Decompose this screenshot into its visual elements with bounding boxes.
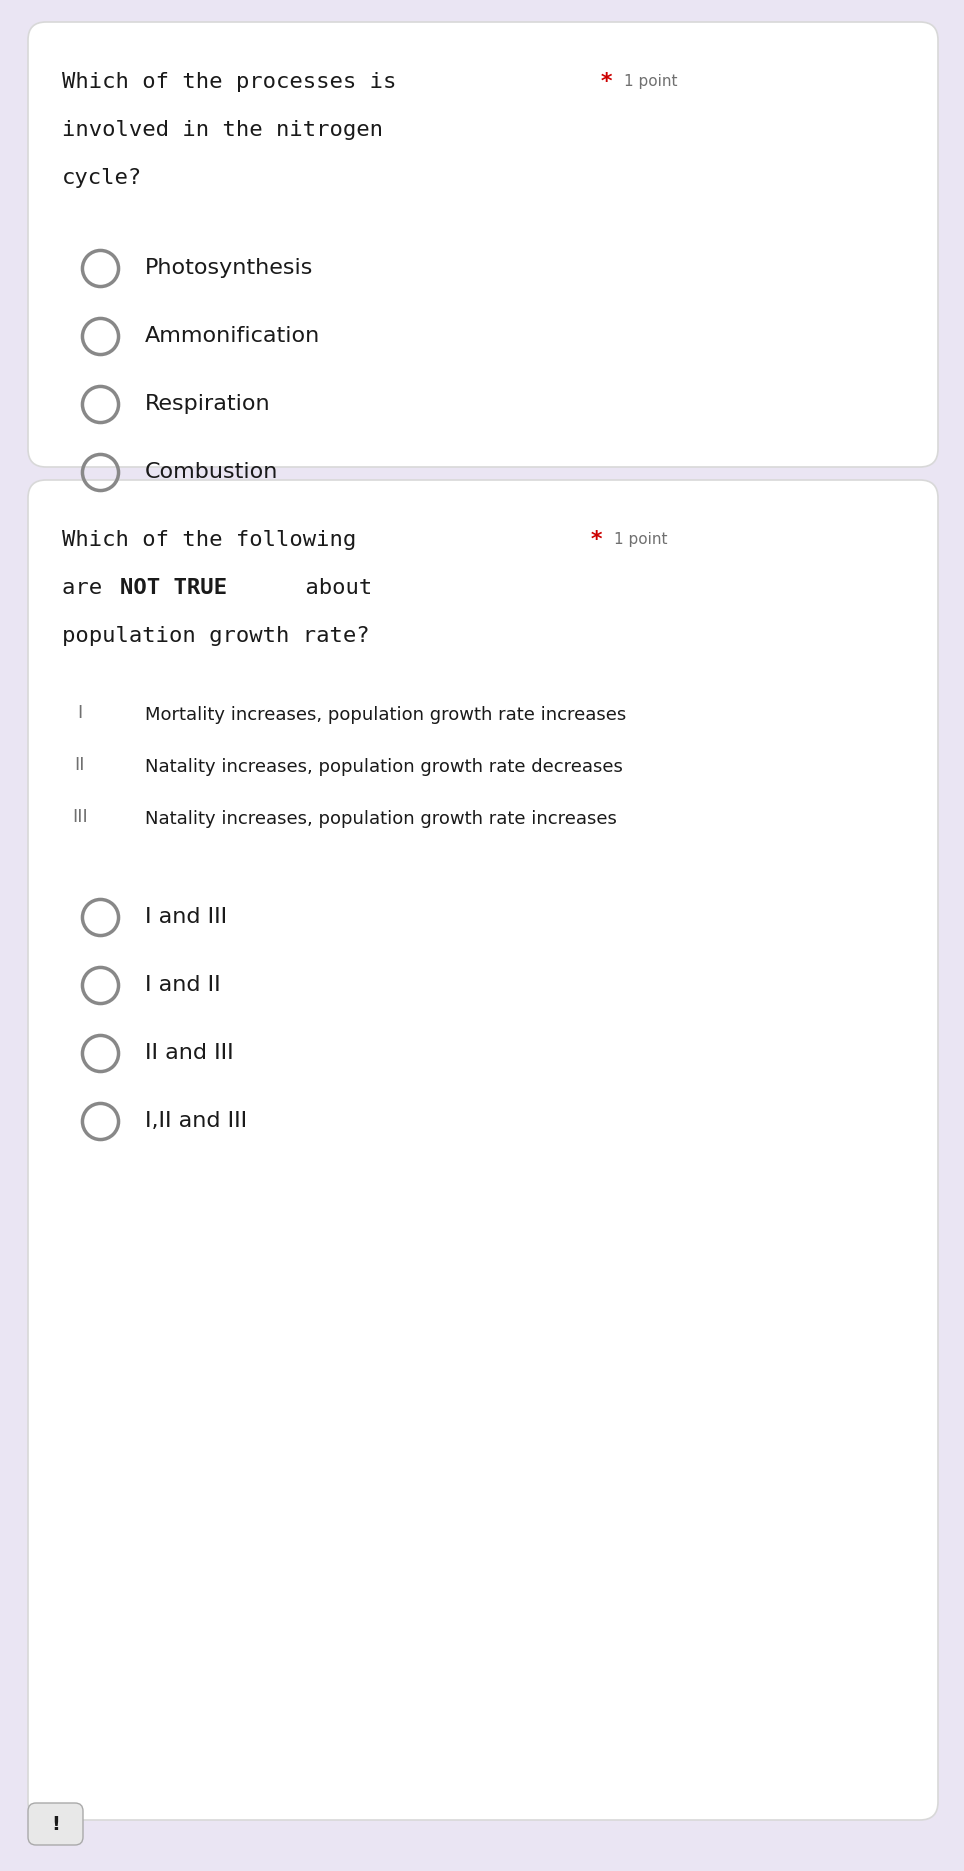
Text: about: about — [292, 578, 372, 599]
Text: I and III: I and III — [145, 907, 228, 926]
Text: II and III: II and III — [145, 1042, 233, 1063]
Text: involved in the nitrogen: involved in the nitrogen — [62, 120, 383, 140]
FancyBboxPatch shape — [28, 1804, 83, 1845]
Text: cycle?: cycle? — [62, 168, 143, 187]
Text: I and II: I and II — [145, 975, 221, 995]
Text: Natality increases, population growth rate decreases: Natality increases, population growth ra… — [145, 758, 623, 776]
Text: 1 point: 1 point — [624, 75, 678, 90]
Text: Photosynthesis: Photosynthesis — [145, 258, 313, 279]
Text: Combustion: Combustion — [145, 462, 279, 483]
Text: I,II and III: I,II and III — [145, 1111, 247, 1130]
Text: Which of the following: Which of the following — [62, 529, 357, 550]
FancyBboxPatch shape — [28, 481, 938, 1820]
Text: III: III — [72, 808, 88, 825]
Text: Ammonification: Ammonification — [145, 326, 320, 346]
Text: population growth rate?: population growth rate? — [62, 627, 369, 645]
Text: Natality increases, population growth rate increases: Natality increases, population growth ra… — [145, 810, 617, 829]
Text: !: ! — [51, 1815, 61, 1834]
Text: 1 point: 1 point — [614, 531, 667, 546]
Text: NOT TRUE: NOT TRUE — [120, 578, 227, 599]
Text: II: II — [75, 756, 85, 773]
Text: Which of the processes is: Which of the processes is — [62, 71, 396, 92]
Text: Mortality increases, population growth rate increases: Mortality increases, population growth r… — [145, 705, 627, 724]
FancyBboxPatch shape — [28, 22, 938, 468]
Text: Respiration: Respiration — [145, 395, 271, 413]
Text: are: are — [62, 578, 116, 599]
Text: I: I — [77, 703, 83, 722]
Text: *: * — [600, 71, 613, 92]
Text: *: * — [590, 529, 603, 550]
